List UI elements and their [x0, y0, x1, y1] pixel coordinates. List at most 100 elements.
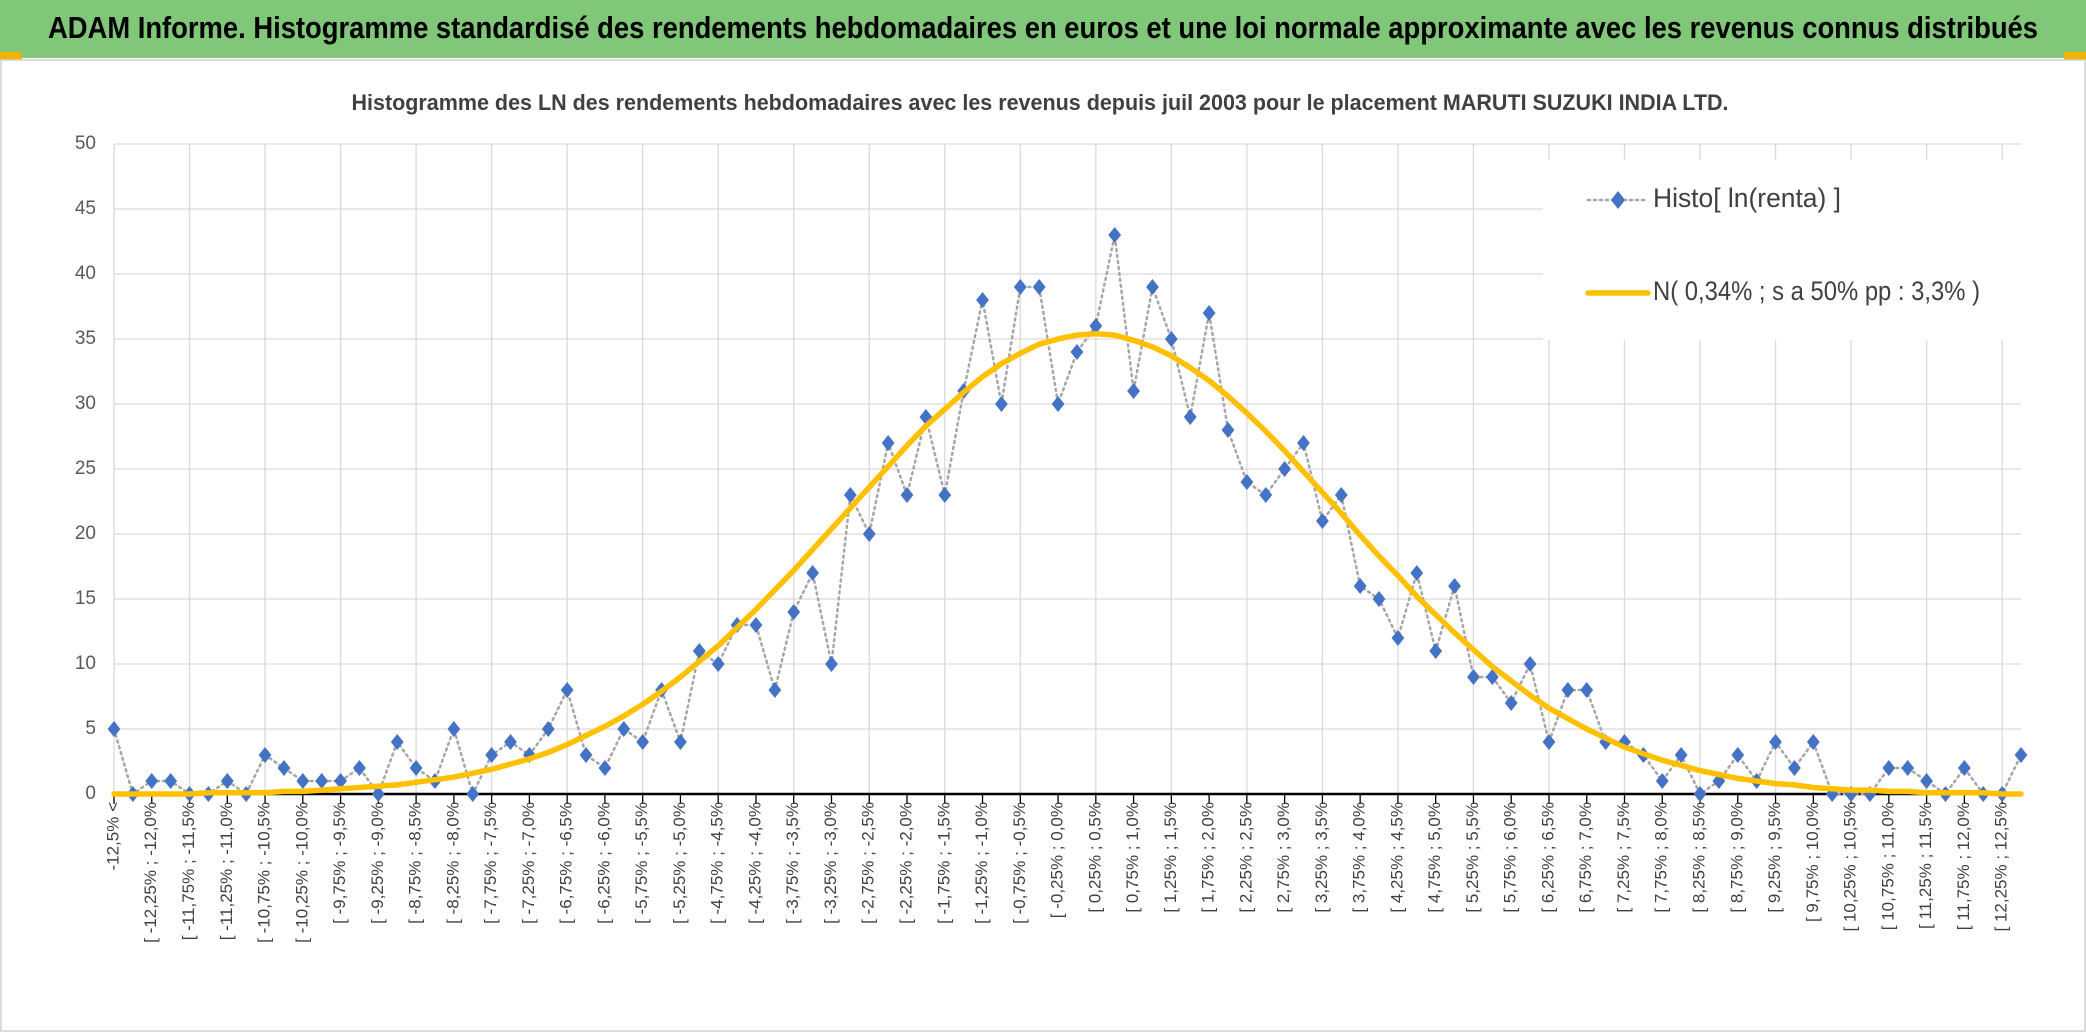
data-point [334, 773, 347, 789]
data-point [560, 682, 574, 698]
data-point [1580, 682, 1594, 698]
data-point [1769, 734, 1782, 750]
header-corner [2064, 52, 2086, 60]
x-tick-label: [ -1,75% ; -1,5% [934, 802, 953, 924]
x-tick-label: [ 10,25% ; 10,5% [1841, 802, 1860, 931]
data-point [1504, 695, 1518, 711]
data-point [938, 487, 952, 503]
data-point [315, 773, 329, 789]
data-point [1013, 279, 1027, 295]
x-tick-label: [ 9,75% ; 10,0% [1803, 802, 1822, 922]
data-point [711, 656, 725, 672]
data-point [881, 435, 895, 451]
x-tick-label: [ 6,25% ; 6,5% [1538, 802, 1557, 913]
data-point [1372, 591, 1386, 607]
x-tick-label: [ -7,25% ; -7,0% [519, 802, 538, 924]
x-tick-label: [ -8,75% ; -8,5% [406, 802, 425, 924]
x-tick-label: [ -7,75% ; -7,5% [481, 802, 500, 924]
data-point [409, 760, 423, 776]
x-tick-label: [ 0,25% ; 0,5% [1085, 802, 1104, 913]
x-tick-label: [ 8,25% ; 8,5% [1690, 802, 1709, 913]
data-point [1183, 409, 1197, 425]
legend-label: Histo[ ln(renta) ] [1653, 183, 1841, 213]
x-tick-label: -12,5% < [103, 802, 122, 871]
x-tick-label: [ -6,75% ; -6,5% [557, 802, 576, 924]
y-tick-label: 15 [75, 588, 96, 609]
x-tick-label: [ -2,25% ; -2,0% [896, 802, 915, 924]
data-point [617, 721, 631, 737]
x-tick-label: [ -2,75% ; -2,5% [859, 802, 878, 924]
data-point [843, 487, 857, 503]
data-point [504, 734, 517, 750]
data-point [1523, 656, 1537, 672]
data-point [1674, 747, 1688, 763]
data-point [353, 760, 366, 776]
x-tick-label: [ -9,75% ; -9,5% [330, 802, 349, 924]
data-point [636, 734, 650, 750]
x-tick-label: [ 2,25% ; 2,5% [1236, 802, 1255, 913]
x-tick-label: [ -4,25% ; -4,0% [745, 802, 764, 924]
y-tick-label: 20 [75, 523, 96, 544]
data-point [390, 734, 404, 750]
x-tick-label: [ 9,25% ; 9,5% [1765, 802, 1784, 913]
x-tick-label: [ -3,75% ; -3,5% [783, 802, 802, 924]
data-point [1202, 305, 1216, 321]
data-point [862, 526, 876, 542]
x-tick-label: [ 5,25% ; 5,5% [1463, 802, 1482, 913]
x-tick-label: [ 8,75% ; 9,0% [1727, 802, 1746, 913]
data-point [1240, 474, 1254, 490]
data-point [1315, 513, 1329, 529]
data-point [1429, 643, 1443, 659]
x-tick-label: [ 12,25% ; 12,5% [1992, 802, 2011, 931]
x-tick-label: [ 0,75% ; 1,0% [1123, 802, 1142, 913]
data-point [1146, 279, 1159, 295]
x-tick-label: [ 3,75% ; 4,0% [1350, 802, 1369, 913]
legend-label: N( 0,34% ; s a 50% pp : 3,3% ) [1653, 276, 1980, 306]
data-point [1297, 435, 1310, 451]
data-point [1882, 760, 1896, 776]
x-tick-label: [ -11,25% ; -11,0% [217, 802, 236, 940]
data-point [145, 773, 159, 789]
x-tick-label: [ 3,25% ; 3,5% [1312, 802, 1331, 913]
x-tick-label: [ 4,75% ; 5,0% [1425, 802, 1444, 913]
data-point [220, 773, 234, 789]
y-tick-label: 40 [75, 263, 96, 284]
series-line [111, 331, 2024, 797]
data-point [1127, 383, 1140, 399]
header-corner [0, 52, 22, 60]
data-point [107, 721, 121, 737]
legend-marker [1611, 191, 1625, 209]
data-point [1806, 734, 1820, 750]
data-point [1467, 669, 1480, 685]
data-point [1448, 578, 1461, 594]
data-point [1051, 396, 1065, 412]
header-bar [0, 0, 2086, 58]
data-point [825, 656, 838, 672]
data-point [1278, 461, 1292, 477]
data-point [1825, 786, 1839, 802]
data-point [900, 487, 914, 503]
header-title: ADAM Informe. Histogramme standardisé de… [48, 10, 2038, 45]
data-point [674, 734, 687, 750]
x-tick-label: [ 2,75% ; 3,0% [1274, 802, 1293, 913]
x-tick-label: [ 10,75% ; 11,0% [1878, 802, 1897, 930]
x-tick-label: [ -0,75% ; -0,5% [1010, 802, 1029, 924]
x-tick-label: [ 1,25% ; 1,5% [1161, 802, 1180, 913]
data-point [1070, 344, 1084, 360]
data-point [976, 292, 989, 308]
chart-frame [0, 59, 2086, 1032]
data-point [1259, 487, 1273, 503]
x-tick-label: [ 7,25% ; 7,5% [1614, 802, 1633, 913]
data-point [541, 721, 555, 737]
data-point [1089, 318, 1103, 334]
chart-title: Histogramme des LN des rendements hebdom… [352, 90, 1729, 115]
x-tick-label: [ -0,25% ; 0,0% [1048, 802, 1067, 918]
legend-box [1543, 160, 2021, 340]
data-point [447, 721, 461, 737]
y-tick-label: 45 [75, 198, 96, 219]
y-tick-label: 0 [85, 783, 96, 804]
x-tick-label: [ -10,25% ; -10,0% [292, 802, 311, 943]
x-tick-label: [ 11,75% ; 12,0% [1954, 802, 1973, 930]
y-tick-label: 25 [75, 458, 96, 479]
data-point [995, 396, 1008, 412]
